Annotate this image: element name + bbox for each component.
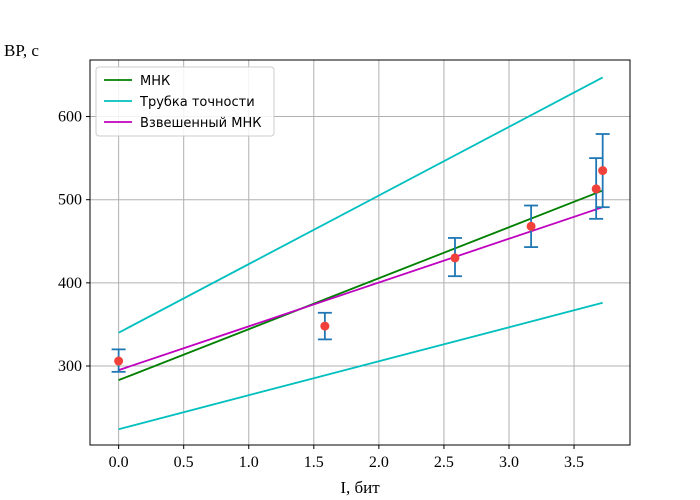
series-line [118, 189, 604, 381]
x-tick-label: 0.5 [174, 454, 194, 471]
x-axis-label: I, бит [340, 478, 380, 497]
legend-label: МНК [140, 74, 170, 89]
legend-label: Трубка точности [139, 95, 255, 110]
plot-frame [89, 59, 631, 446]
y-tick-label: 600 [58, 109, 82, 126]
legend-label: Взвешенный МНК [140, 116, 261, 131]
series-line [118, 76, 604, 334]
ticks: 0.0 0.5 1.0 1.5 2.0 2.5 3.0 3.5 300 400 500 600 [58, 109, 584, 471]
x-tick-label: 1.5 [304, 454, 324, 471]
x-tick-label: 3.0 [499, 454, 519, 471]
data-points [114, 166, 608, 366]
data-point [450, 253, 460, 263]
data-point [114, 356, 124, 366]
y-tick-label: 300 [58, 358, 82, 375]
y-tick-label: 400 [58, 275, 82, 292]
y-axis-label: BP, с [4, 41, 39, 60]
x-tick-label: 0.0 [109, 454, 129, 471]
series-line [118, 206, 603, 372]
x-tick-label: 2.5 [434, 454, 454, 471]
data-point [598, 166, 608, 176]
x-tick-label: 2.0 [369, 454, 389, 471]
x-tick-label: 3.5 [564, 454, 584, 471]
legend-box [95, 66, 275, 137]
error-bars [111, 133, 610, 373]
x-tick-label: 1.0 [239, 454, 259, 471]
legend: МНК Трубка точности Взвешенный МНК [95, 66, 275, 137]
data-point [591, 184, 601, 194]
y-tick-label: 500 [58, 192, 82, 209]
series-lines [118, 76, 604, 431]
data-point [526, 221, 536, 231]
data-point [320, 321, 330, 331]
series-line [118, 301, 603, 431]
